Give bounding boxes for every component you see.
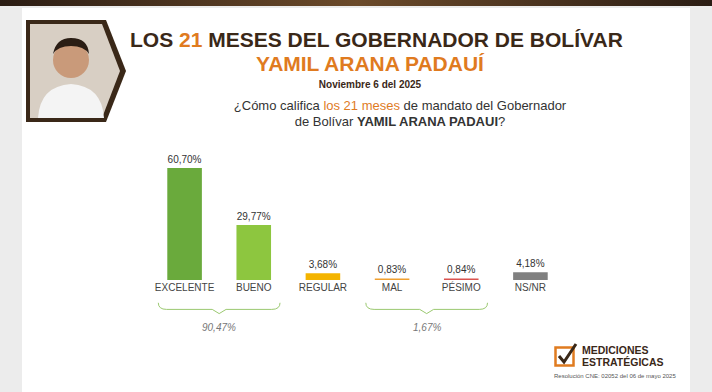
html-text:Resolución CNE: 02052 del 06 d: Resolución CNE: 02052 del 06 de mayo 202…	[554, 373, 676, 379]
html-text:YAMIL ARANA PADAUÍ: YAMIL ARANA PADAUÍ	[256, 52, 484, 75]
html-text:MEDICIONES: MEDICIONES	[582, 344, 649, 356]
svg-text:1,67%: 1,67%	[413, 322, 441, 333]
svg-text:NS/NR: NS/NR	[515, 282, 546, 293]
html-text:¿Cómo califica los 21 meses de: ¿Cómo califica los 21 meses de mandato d…	[233, 98, 567, 113]
svg-text:BUENO: BUENO	[236, 282, 272, 293]
svg-text:PÉSIMO: PÉSIMO	[442, 281, 481, 293]
svg-text:EXCELENTE: EXCELENTE	[155, 282, 215, 293]
html-text:ESTRATÉGICAS: ESTRATÉGICAS	[582, 356, 664, 368]
svg-text:90,47%: 90,47%	[202, 322, 236, 333]
svg-text:60,70%: 60,70%	[168, 154, 202, 165]
svg-text:MAL: MAL	[382, 282, 403, 293]
svg-text:3,68%: 3,68%	[309, 259, 337, 270]
svg-text:4,18%: 4,18%	[516, 258, 544, 269]
svg-text:0,83%: 0,83%	[378, 264, 406, 275]
svg-text:0,84%: 0,84%	[447, 264, 475, 275]
svg-text:REGULAR: REGULAR	[299, 282, 347, 293]
svg-text:29,77%: 29,77%	[237, 211, 271, 222]
html-text:Noviembre 6 del 2025: Noviembre 6 del 2025	[318, 79, 422, 90]
html-text:LOS 21 MESES DEL GOBERNADOR DE: LOS 21 MESES DEL GOBERNADOR DE BOLÍVAR	[130, 28, 623, 51]
html-text:de Bolívar YAMIL ARANA PADAUI?: de Bolívar YAMIL ARANA PADAUI?	[294, 114, 506, 129]
